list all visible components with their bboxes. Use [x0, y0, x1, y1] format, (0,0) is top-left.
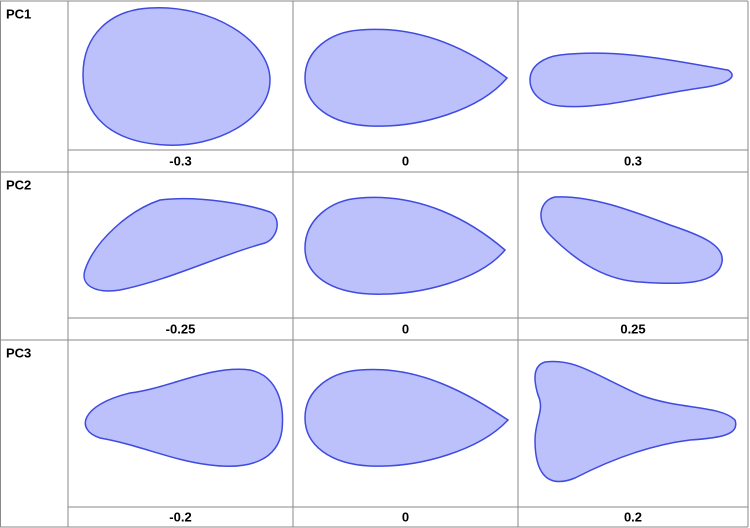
column-value: 0 [402, 153, 409, 168]
column-value: 0 [402, 321, 409, 336]
column-value: 0 [402, 509, 409, 524]
row-label: PC1 [6, 6, 31, 21]
row-label: PC3 [6, 345, 31, 360]
shape [84, 368, 284, 467]
column-value: 0.2 [624, 509, 642, 524]
shape [82, 6, 271, 146]
shape [304, 28, 509, 127]
column-value: 0.25 [620, 321, 645, 336]
shape [83, 197, 278, 292]
row-label: PC2 [6, 177, 31, 192]
shape [529, 52, 733, 108]
shape [534, 360, 737, 483]
shape [304, 196, 507, 295]
column-value: -0.2 [169, 509, 191, 524]
column-value: 0.3 [624, 153, 642, 168]
column-value: -0.25 [166, 321, 196, 336]
column-value: -0.3 [169, 153, 191, 168]
shape [540, 196, 723, 285]
shape [304, 368, 510, 467]
